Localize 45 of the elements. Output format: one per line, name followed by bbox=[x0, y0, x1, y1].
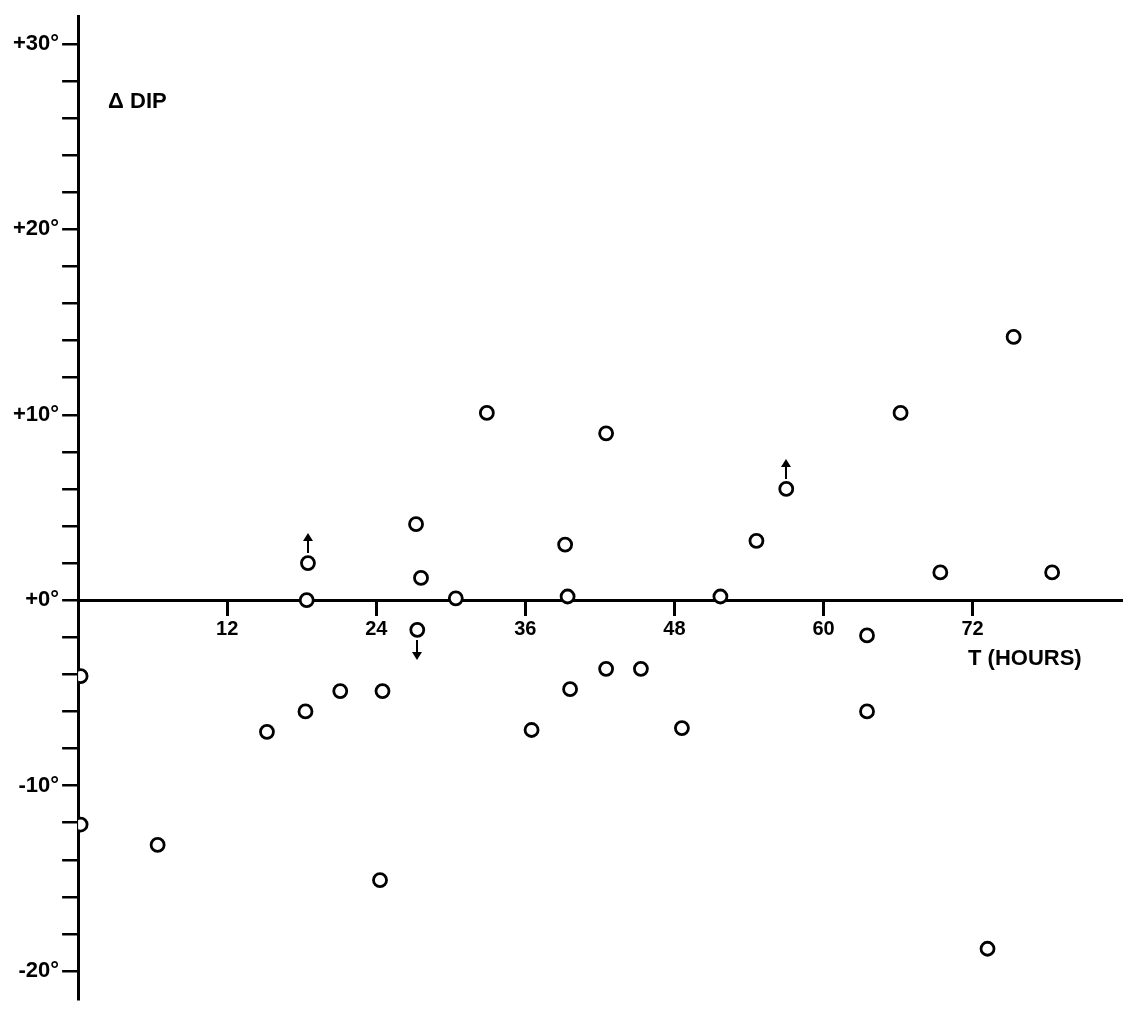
point bbox=[674, 720, 690, 737]
point bbox=[1044, 564, 1061, 581]
point bbox=[259, 723, 275, 740]
point bbox=[859, 627, 875, 644]
point bbox=[298, 592, 315, 609]
point bbox=[562, 681, 578, 698]
point bbox=[372, 872, 388, 889]
y-tick-label: +0° bbox=[25, 586, 60, 612]
point bbox=[149, 837, 166, 853]
point bbox=[332, 683, 349, 699]
y-tick-label: +20° bbox=[12, 215, 60, 241]
point bbox=[859, 703, 875, 720]
x-tick-label: 36 bbox=[514, 616, 537, 639]
y-tick-label: +10° bbox=[12, 400, 60, 426]
point bbox=[778, 481, 795, 497]
point bbox=[598, 660, 615, 677]
y-tick-label: -20° bbox=[18, 957, 60, 983]
point bbox=[598, 425, 615, 442]
x-tick-label: 60 bbox=[812, 616, 835, 639]
point bbox=[932, 564, 949, 581]
y-tick-label: -10° bbox=[18, 771, 60, 797]
x-tick-label: 12 bbox=[216, 616, 239, 639]
point bbox=[409, 621, 426, 638]
point bbox=[413, 570, 429, 586]
x-tick-label: 48 bbox=[663, 616, 686, 639]
point bbox=[1005, 329, 1022, 345]
x-axis-title: T (HOURS) bbox=[968, 645, 1082, 671]
point bbox=[633, 660, 649, 677]
x-tick-label: 24 bbox=[365, 616, 389, 639]
point bbox=[408, 516, 424, 533]
point bbox=[712, 588, 729, 605]
point bbox=[559, 588, 576, 605]
y-axis-title: Δ DIP bbox=[108, 88, 167, 114]
point bbox=[447, 590, 464, 607]
point bbox=[892, 405, 909, 421]
point bbox=[979, 940, 996, 957]
point bbox=[557, 536, 574, 553]
y-tick-label: +30° bbox=[12, 30, 60, 56]
point bbox=[300, 555, 316, 572]
point bbox=[523, 722, 540, 738]
point bbox=[478, 405, 495, 421]
point bbox=[748, 532, 765, 549]
point bbox=[297, 703, 314, 720]
point bbox=[374, 683, 391, 699]
x-tick-label: 72 bbox=[961, 616, 984, 639]
